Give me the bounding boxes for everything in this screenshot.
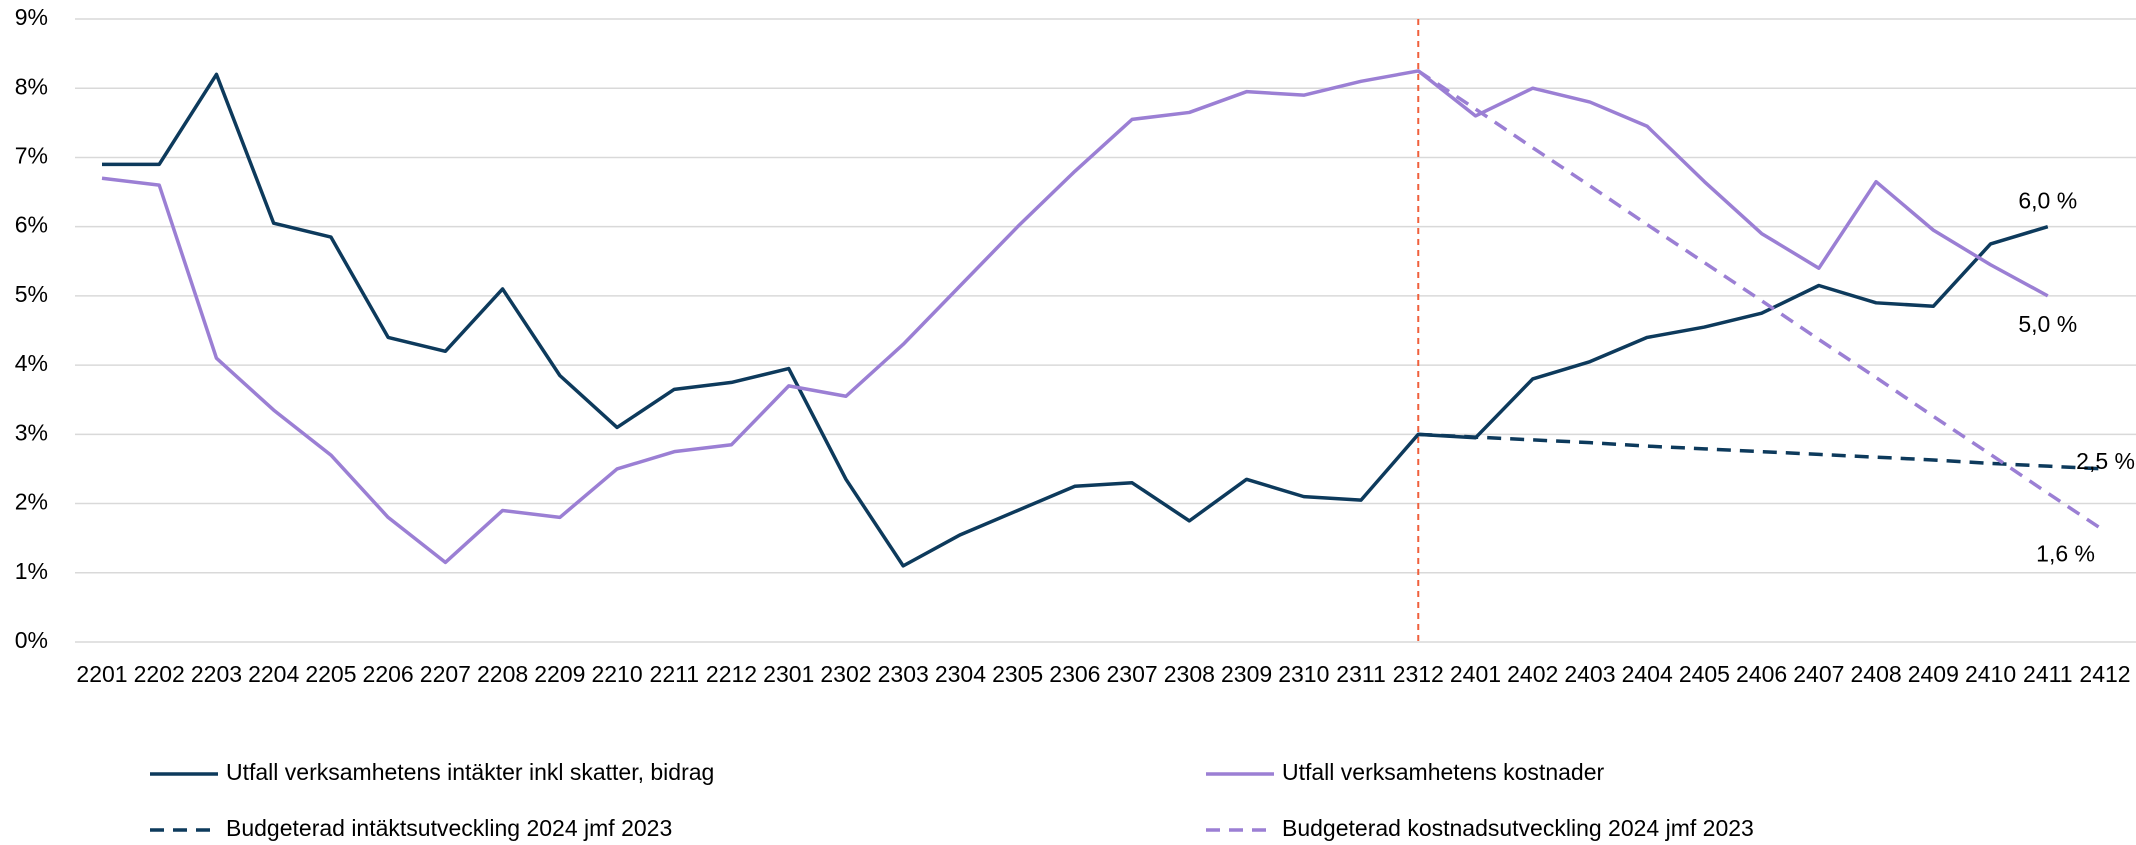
x-tick-label: 2305 <box>992 661 1043 687</box>
x-tick-label: 2412 <box>2079 661 2130 687</box>
x-tick-label: 2301 <box>763 661 814 687</box>
x-tick-label: 2309 <box>1221 661 1272 687</box>
x-tick-label: 2312 <box>1393 661 1444 687</box>
y-tick-label: 5% <box>15 281 48 307</box>
y-tick-label: 4% <box>15 350 48 376</box>
x-tick-label: 2201 <box>76 661 127 687</box>
y-tick-label: 7% <box>15 143 48 169</box>
x-tick-label: 2406 <box>1736 661 1787 687</box>
x-tick-label: 2205 <box>305 661 356 687</box>
x-tick-label: 2310 <box>1278 661 1329 687</box>
y-tick-label: 6% <box>15 212 48 238</box>
data-label: 1,6 % <box>2036 540 2095 566</box>
series-line <box>102 72 2049 568</box>
x-tick-label: 2308 <box>1164 661 1215 687</box>
y-tick-label: 0% <box>15 627 48 653</box>
data-label: 5,0 % <box>2018 311 2077 337</box>
x-tick-label: 2202 <box>134 661 185 687</box>
y-tick-label: 9% <box>15 4 48 30</box>
legend-label: Budgeterad intäktsutveckling 2024 jmf 20… <box>226 815 672 841</box>
x-tick-label: 2303 <box>878 661 929 687</box>
x-tick-label: 2211 <box>650 661 699 687</box>
x-tick-label: 2410 <box>1965 661 2016 687</box>
data-label: 6,0 % <box>2018 188 2077 214</box>
y-tick-label: 8% <box>15 73 48 99</box>
x-tick-label: 2204 <box>248 661 299 687</box>
legend-label: Utfall verksamhetens intäkter inkl skatt… <box>226 759 714 785</box>
legend-label: Utfall verksamhetens kostnader <box>1282 759 1604 785</box>
x-tick-label: 2209 <box>534 661 585 687</box>
x-tick-label: 2210 <box>591 661 642 687</box>
y-tick-label: 3% <box>15 419 48 445</box>
series-line <box>1417 69 2106 533</box>
x-tick-label: 2212 <box>706 661 757 687</box>
y-tick-label: 2% <box>15 489 48 515</box>
x-tick-label: 2207 <box>420 661 471 687</box>
x-tick-label: 2403 <box>1564 661 1615 687</box>
x-tick-label: 2411 <box>2023 661 2072 687</box>
x-tick-label: 2203 <box>191 661 242 687</box>
x-tick-label: 2401 <box>1450 661 1501 687</box>
x-tick-label: 2404 <box>1622 661 1673 687</box>
series-line <box>101 69 2049 565</box>
data-label: 2,5 % <box>2076 448 2135 474</box>
x-tick-label: 2306 <box>1049 661 1100 687</box>
y-tick-label: 1% <box>15 558 48 584</box>
x-tick-label: 2206 <box>363 661 414 687</box>
x-tick-label: 2409 <box>1908 661 1959 687</box>
x-tick-label: 2311 <box>1336 661 1385 687</box>
x-tick-label: 2407 <box>1793 661 1844 687</box>
x-tick-label: 2408 <box>1850 661 1901 687</box>
x-tick-label: 2307 <box>1107 661 1158 687</box>
x-tick-label: 2208 <box>477 661 528 687</box>
x-tick-label: 2402 <box>1507 661 1558 687</box>
x-tick-label: 2302 <box>820 661 871 687</box>
x-tick-label: 2304 <box>935 661 986 687</box>
x-tick-label: 2405 <box>1679 661 1730 687</box>
legend-label: Budgeterad kostnadsutveckling 2024 jmf 2… <box>1282 815 1754 841</box>
